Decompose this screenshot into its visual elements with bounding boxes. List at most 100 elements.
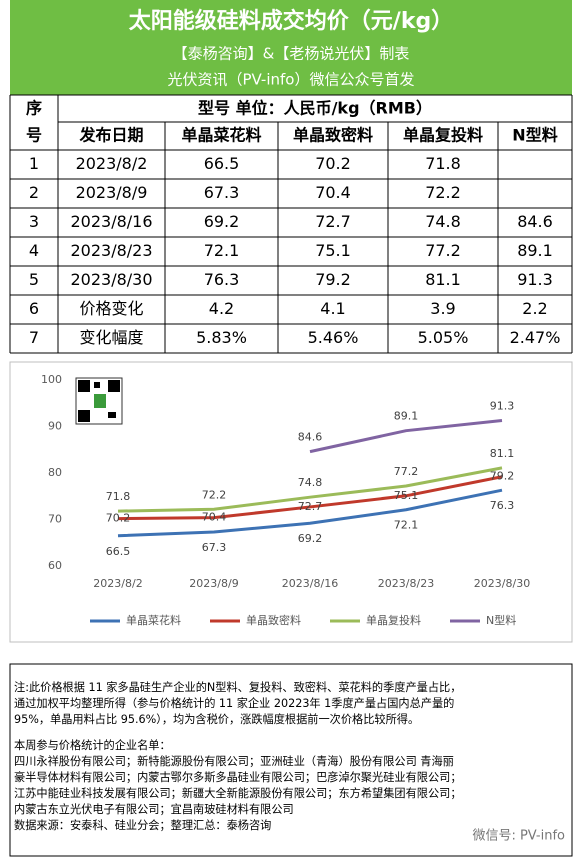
table-cell: 7 [29, 328, 39, 347]
table-cell: 70.4 [315, 183, 351, 202]
y-tick-label: 60 [48, 559, 62, 572]
data-label: 66.5 [106, 545, 131, 558]
table-cell: 5.05% [418, 328, 469, 347]
data-label: 72.1 [394, 519, 419, 532]
watermark: 微信号: PV-info [472, 829, 565, 844]
company-line: 四川永祥股份有限公司；新特能源股份有限公司；亚洲硅业（青海）股份有限公司 青海丽 [14, 754, 454, 768]
table-cell: 2023/8/2 [76, 154, 148, 173]
note-line: 注:此价格根据 11 家多晶硅生产企业的N型料、复投料、致密料、菜花料的季度产量… [14, 680, 461, 694]
data-label: 72.7 [298, 500, 323, 513]
data-label: 79.2 [490, 470, 515, 483]
corner-header: 号 [26, 126, 42, 145]
y-tick-label: 70 [48, 513, 62, 526]
series-line [117, 475, 503, 521]
data-label: 76.3 [490, 499, 515, 512]
table-cell: 2.47% [510, 328, 561, 347]
table-cell: 4.1 [320, 299, 345, 318]
data-label: 89.1 [394, 410, 419, 423]
x-tick-label: 2023/8/30 [474, 577, 530, 590]
table-cell: 77.2 [425, 241, 461, 260]
series-line [117, 488, 503, 538]
table-cell: 5.83% [196, 328, 247, 347]
table-cell: 变化幅度 [79, 328, 143, 347]
series-line [309, 418, 503, 454]
table-cell: 89.1 [517, 241, 553, 260]
table-cell: 81.1 [425, 270, 461, 289]
table-cell: 5.46% [308, 328, 359, 347]
table-cell: 72.1 [204, 241, 240, 260]
table-cell: 2023/8/9 [76, 183, 148, 202]
subtitle: 光伏资讯（PV-info）微信公众号首发 [168, 71, 415, 89]
y-tick-label: 90 [48, 420, 62, 433]
qr-code [75, 377, 123, 425]
column-header: 单晶复投料 [403, 126, 483, 145]
table-cell: 3.9 [430, 299, 455, 318]
data-label: 70.2 [106, 512, 131, 525]
series-line [117, 466, 503, 513]
header-band [10, 0, 572, 95]
column-header: 发布日期 [78, 126, 143, 145]
legend-label: 单晶菜花料 [126, 613, 181, 627]
data-label: 70.4 [202, 511, 227, 524]
table-cell: 71.8 [425, 154, 461, 173]
table-cell: 1 [29, 154, 39, 173]
x-tick-label: 2023/8/16 [282, 577, 338, 590]
table-cell: 5 [29, 270, 39, 289]
unit-header: 型号 单位：人民币/kg（RMB） [198, 99, 432, 118]
note-line: 95%，单晶用料占比 95.6%），均为含税价，涨跌幅度根据前一次价格比较所得。 [14, 712, 419, 726]
table-cell: 2.2 [522, 299, 547, 318]
table-cell: 72.2 [425, 183, 461, 202]
table-cell: 2 [29, 183, 39, 202]
company-line: 豪半导体材料有限公司；内蒙古鄂尔多斯多晶硅业有限公司；巴彦淖尔聚光硅业有限公司； [14, 770, 462, 784]
table-cell: 2023/8/30 [70, 270, 152, 289]
legend-label: 单晶致密料 [246, 613, 301, 627]
table-cell: 91.3 [517, 270, 553, 289]
table-cell: 84.6 [517, 212, 553, 231]
legend-label: 单晶复投料 [366, 613, 421, 627]
source: 数据来源：安泰科、硅业分会；整理汇总：泰杨咨询 [14, 818, 271, 832]
y-tick-label: 100 [41, 373, 62, 386]
x-tick-label: 2023/8/2 [93, 577, 142, 590]
table-cell: 70.2 [315, 154, 351, 173]
corner-header: 序 [26, 99, 42, 118]
company-line: 江苏中能硅业科技发展有限公司；新疆大全新能源股份有限公司；东方希望集团有限公司； [14, 786, 462, 800]
x-tick-label: 2023/8/9 [189, 577, 238, 590]
company-line: 内蒙古东立光伏电子有限公司；宜昌南玻硅材料有限公司 [14, 802, 294, 816]
y-tick-label: 80 [48, 466, 62, 479]
data-label: 84.6 [298, 431, 323, 444]
list-title: 本周参与价格统计的企业名单： [14, 738, 171, 752]
table-cell: 76.3 [204, 270, 240, 289]
data-label: 91.3 [490, 399, 515, 412]
notes-frame [9, 663, 573, 857]
table-cell: 4.2 [209, 299, 234, 318]
title: 太阳能级硅料成交均价（元/kg） [129, 8, 453, 34]
x-tick-label: 2023/8/23 [378, 577, 434, 590]
column-header: N型料 [512, 126, 557, 145]
table-cell: 2023/8/23 [70, 241, 152, 260]
data-label: 74.8 [298, 476, 323, 489]
column-header: 单晶菜花料 [181, 126, 261, 145]
data-label: 69.2 [298, 532, 323, 545]
table-cell: 79.2 [315, 270, 351, 289]
data-label: 67.3 [202, 541, 227, 554]
column-header: 单晶致密料 [293, 126, 373, 145]
table-cell: 72.7 [315, 212, 351, 231]
note-line: 通过加权平均整理所得（参与价格统计的 11 家企业 20223年 1季度产量占国… [14, 696, 454, 710]
table-cell: 69.2 [204, 212, 240, 231]
data-label: 75.1 [394, 489, 419, 502]
table-cell: 4 [29, 241, 39, 260]
table-cell: 67.3 [204, 183, 240, 202]
data-label: 81.1 [490, 447, 515, 460]
table-cell: 价格变化 [79, 299, 143, 318]
table-cell: 6 [29, 299, 39, 318]
chart-frame [9, 361, 573, 643]
data-label: 71.8 [106, 490, 131, 503]
table-cell: 2023/8/16 [70, 212, 152, 231]
legend-label: N型料 [486, 613, 516, 627]
table-cell: 3 [29, 212, 39, 231]
data-label: 72.2 [202, 488, 227, 501]
subtitle: 【泰杨咨询】&【老杨说光伏】制表 [173, 45, 410, 63]
table-cell: 74.8 [425, 212, 461, 231]
